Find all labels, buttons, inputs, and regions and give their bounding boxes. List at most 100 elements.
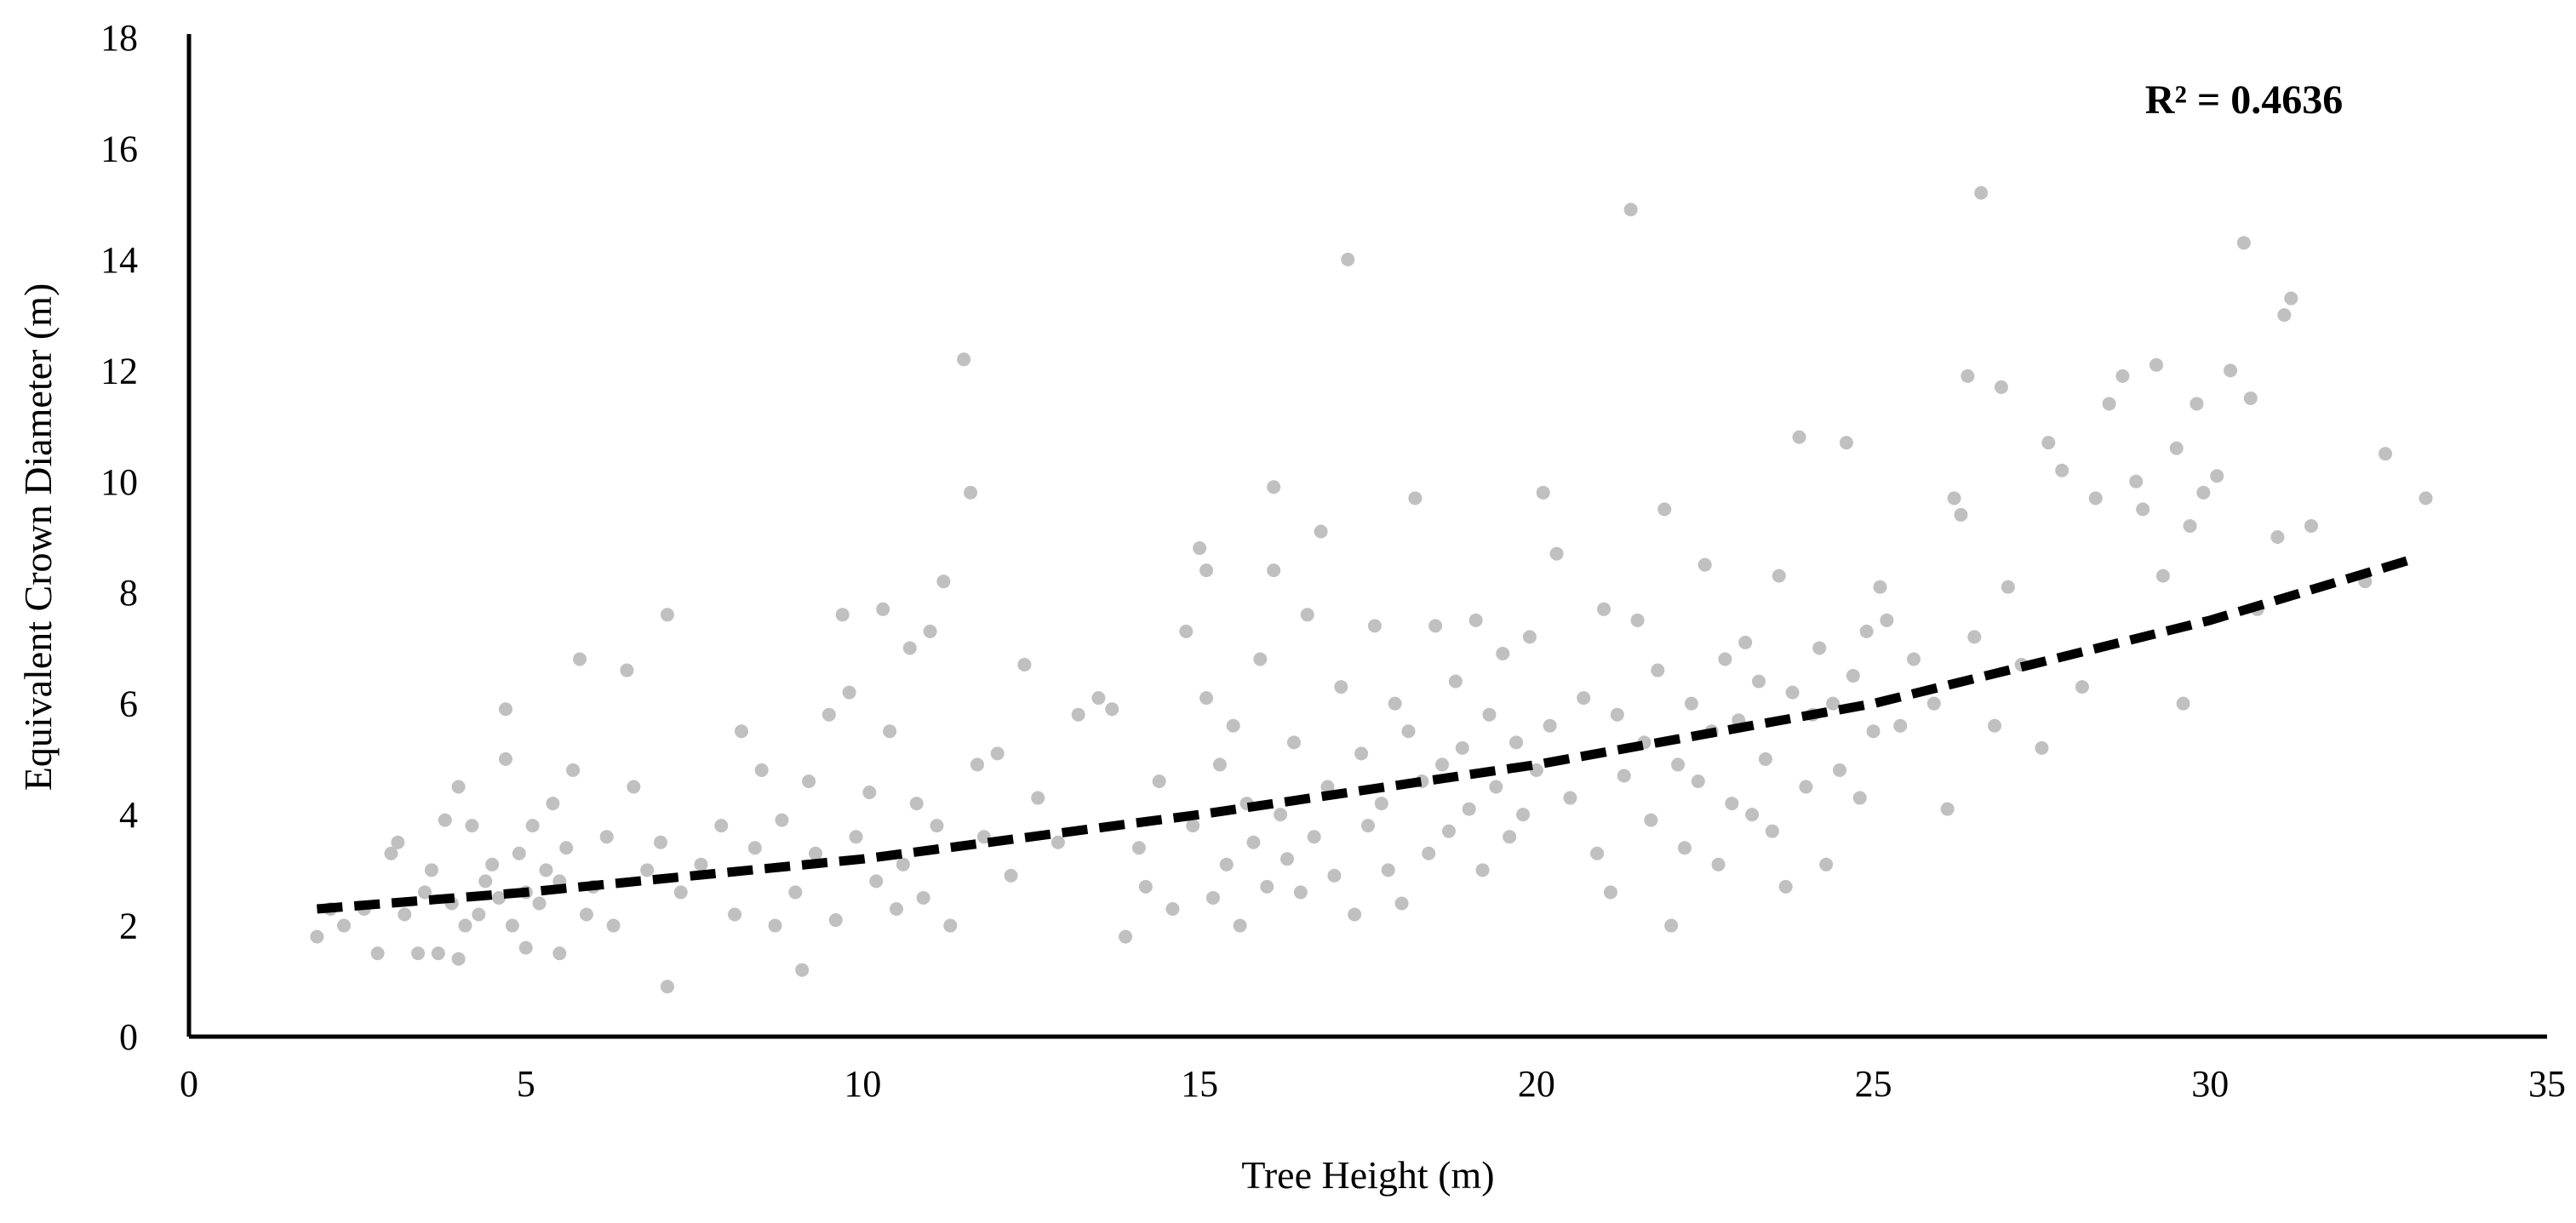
- data-point: [1630, 613, 1645, 627]
- data-point: [458, 918, 472, 933]
- data-point: [828, 913, 843, 928]
- data-point: [2284, 291, 2298, 306]
- data-point: [714, 819, 729, 833]
- data-point: [2304, 518, 2318, 533]
- data-point: [1752, 674, 1766, 689]
- data-point: [505, 918, 519, 933]
- data-point: [2379, 447, 2393, 461]
- data-point: [2155, 569, 2170, 583]
- data-point: [1408, 491, 1423, 506]
- data-point: [566, 763, 581, 777]
- data-point: [768, 918, 782, 933]
- data-point: [1516, 808, 1531, 822]
- data-point: [923, 624, 937, 638]
- data-point: [821, 707, 836, 722]
- data-point: [1348, 907, 1362, 922]
- data-point: [498, 752, 512, 766]
- data-point: [559, 841, 574, 855]
- data-point: [1947, 491, 1961, 506]
- data-point: [1563, 791, 1577, 805]
- data-point: [1577, 691, 1591, 706]
- data-point: [627, 780, 641, 794]
- y-tick-label: 0: [119, 1016, 138, 1058]
- data-point: [1212, 757, 1227, 772]
- data-point: [418, 885, 432, 900]
- data-point: [1826, 696, 1840, 711]
- data-point: [916, 890, 930, 905]
- data-point: [498, 702, 512, 717]
- data-point: [512, 846, 526, 860]
- data-point: [2183, 518, 2197, 533]
- data-point: [465, 819, 479, 833]
- data-point: [1341, 252, 1355, 266]
- data-point: [1833, 763, 1846, 777]
- data-point: [943, 918, 958, 933]
- data-point: [1893, 718, 1908, 733]
- data-point: [2243, 391, 2258, 405]
- data-point: [546, 797, 560, 811]
- data-point: [1071, 707, 1085, 722]
- data-point: [673, 885, 688, 900]
- data-point: [1671, 757, 1686, 772]
- data-point: [1131, 841, 1146, 855]
- data-point: [1307, 830, 1321, 844]
- data-point: [1799, 780, 1813, 794]
- data-point: [1233, 918, 1247, 933]
- data-point: [2196, 485, 2211, 500]
- data-point: [1205, 890, 1220, 905]
- data-point: [1253, 652, 1268, 666]
- data-point: [1745, 808, 1760, 822]
- data-point: [1050, 835, 1065, 849]
- data-point: [890, 901, 903, 916]
- data-point: [1785, 685, 1800, 700]
- data-point: [1489, 780, 1503, 794]
- data-point: [957, 352, 971, 367]
- data-point: [1644, 813, 1658, 827]
- data-point: [970, 757, 984, 772]
- data-point: [1852, 791, 1867, 805]
- data-point: [1138, 879, 1153, 894]
- data-point: [2149, 357, 2163, 372]
- data-point: [734, 724, 748, 739]
- data-point: [2041, 436, 2056, 450]
- data-point: [1267, 563, 1281, 578]
- data-point: [660, 608, 674, 622]
- data-point: [1482, 707, 1497, 722]
- data-point: [835, 608, 850, 622]
- y-tick-label: 6: [119, 683, 138, 725]
- data-point: [451, 952, 466, 966]
- data-point: [2169, 441, 2184, 455]
- data-point: [1091, 691, 1106, 706]
- data-point: [1361, 819, 1375, 833]
- data-point: [1765, 824, 1779, 838]
- data-point: [599, 830, 614, 844]
- data-point: [1300, 608, 1314, 622]
- data-point: [754, 763, 769, 777]
- data-point: [909, 797, 924, 811]
- data-point: [472, 907, 486, 922]
- data-point: [1691, 774, 1705, 788]
- data-point: [1367, 619, 1382, 633]
- data-point: [1354, 746, 1369, 761]
- data-point: [795, 963, 810, 977]
- data-point: [1374, 797, 1388, 811]
- data-point: [802, 774, 816, 788]
- data-point: [438, 813, 452, 827]
- data-point: [694, 857, 708, 872]
- data-point: [1617, 769, 1631, 783]
- data-point: [976, 830, 991, 844]
- data-point: [747, 841, 762, 855]
- data-point: [964, 485, 978, 500]
- data-point: [849, 830, 863, 844]
- data-point: [1725, 797, 1739, 811]
- data-point: [1792, 430, 1806, 444]
- data-point: [2075, 680, 2089, 694]
- data-point: [1193, 541, 1207, 556]
- data-point: [1462, 802, 1476, 816]
- data-point: [1549, 546, 1564, 561]
- data-point: [883, 724, 897, 739]
- data-point: [539, 863, 553, 877]
- data-point: [1590, 846, 1605, 860]
- data-point: [640, 863, 655, 877]
